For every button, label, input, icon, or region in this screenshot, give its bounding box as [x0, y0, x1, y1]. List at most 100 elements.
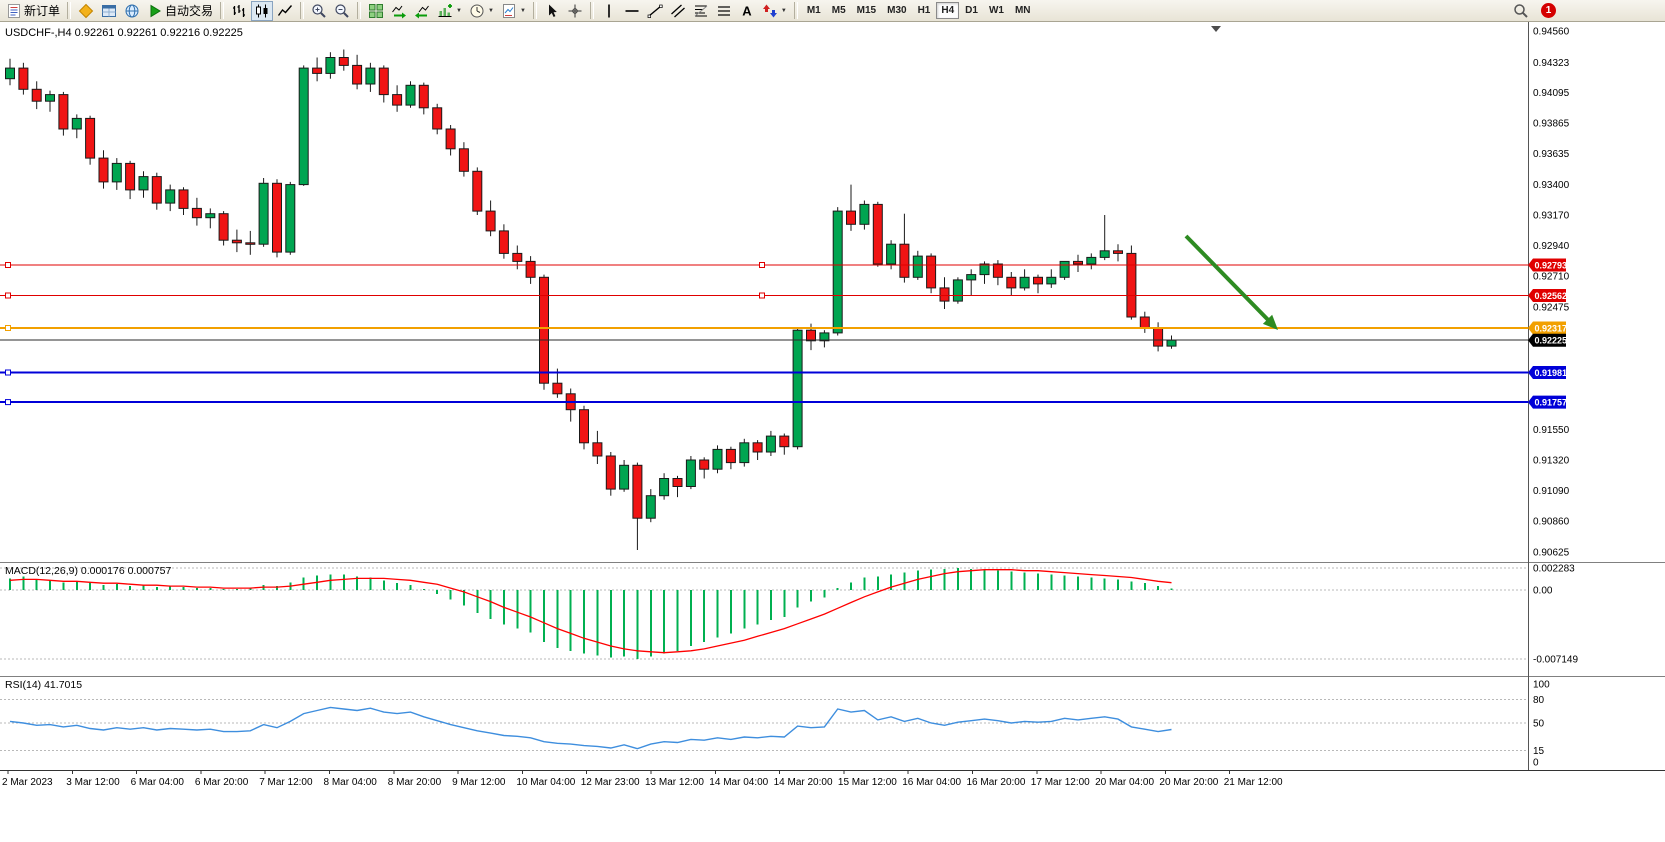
- cursor-button[interactable]: [541, 1, 563, 21]
- hline-handle[interactable]: [759, 292, 765, 299]
- svg-text:2 Mar 2023: 2 Mar 2023: [2, 777, 53, 788]
- terminal-icon: [102, 4, 117, 17]
- svg-text:0.94560: 0.94560: [1533, 27, 1570, 38]
- auto-trading-label: 自动交易: [165, 4, 214, 18]
- vertical-line-button[interactable]: [598, 1, 620, 21]
- hline-handle[interactable]: [5, 325, 11, 331]
- svg-text:16 Mar 20:00: 16 Mar 20:00: [967, 777, 1026, 788]
- svg-text:6 Mar 20:00: 6 Mar 20:00: [195, 777, 249, 788]
- dropdown-caret-icon: ▼: [519, 7, 526, 14]
- svg-text:0.91757: 0.91757: [1535, 398, 1568, 408]
- arrows-icon: [762, 4, 777, 17]
- macd-label: MACD(12,26,9) 0.000176 0.000757: [5, 565, 172, 577]
- svg-text:0.94095: 0.94095: [1533, 88, 1570, 99]
- search-button[interactable]: [1510, 1, 1532, 21]
- svg-text:A: A: [742, 3, 752, 18]
- chart-shift-marker[interactable]: [1211, 26, 1221, 32]
- new-order-button[interactable]: 新订单: [3, 1, 63, 21]
- candles: [5, 49, 1177, 550]
- terminal-button[interactable]: [98, 1, 120, 21]
- channel-button[interactable]: [667, 1, 689, 21]
- timeframe-m30[interactable]: M30: [882, 2, 911, 19]
- timeframe-h1[interactable]: H1: [913, 2, 936, 19]
- main-chart-panel[interactable]: 0.94560 0.94323 0.94095 0.93865 0.93635 0.934…: [0, 22, 1665, 562]
- templates-icon: [502, 3, 515, 18]
- metaeditor-button[interactable]: [75, 1, 97, 21]
- timeframe-mn[interactable]: MN: [1010, 2, 1036, 19]
- zoom-out-button[interactable]: [331, 1, 353, 21]
- svg-text:0.91550: 0.91550: [1533, 425, 1570, 436]
- zoom-in-button[interactable]: [308, 1, 330, 21]
- svg-text:8 Mar 20:00: 8 Mar 20:00: [388, 777, 442, 788]
- crosshair-button[interactable]: [564, 1, 586, 21]
- hline-handle[interactable]: [5, 369, 11, 376]
- hline-handle[interactable]: [5, 399, 11, 406]
- svg-text:14 Mar 04:00: 14 Mar 04:00: [709, 777, 768, 788]
- macd-signal-line: [9, 569, 1172, 654]
- periods-button[interactable]: ▼: [466, 1, 497, 21]
- line-chart-button[interactable]: [274, 1, 296, 21]
- price-tag-0.91981: [1528, 366, 1566, 379]
- svg-text:0.94323: 0.94323: [1533, 58, 1570, 69]
- search-icon: [1514, 3, 1528, 18]
- time-axis-panel[interactable]: 2 Mar 2023 3 Mar 12:00 6 Mar 04:00 6 Mar 20…: [0, 770, 1665, 842]
- trend-arrow[interactable]: [1184, 234, 1273, 325]
- macd-histogram: [9, 568, 1173, 659]
- bar-chart-button[interactable]: [228, 1, 250, 21]
- chart-shift-button[interactable]: [411, 1, 433, 21]
- svg-text:0.91320: 0.91320: [1533, 456, 1570, 467]
- channel-icon: [670, 4, 685, 17]
- auto-trading-button[interactable]: 自动交易: [144, 1, 216, 21]
- toolbar-separator: [67, 2, 72, 19]
- auto-scroll-button[interactable]: [388, 1, 410, 21]
- svg-text:0.92317: 0.92317: [1535, 324, 1568, 334]
- svg-text:0.92225: 0.92225: [1535, 336, 1568, 346]
- trendline-icon: [647, 4, 663, 18]
- rsi-panel[interactable]: 100 80 50 150 RSI(14) 41.7015: [0, 676, 1665, 770]
- hline-handle[interactable]: [759, 262, 765, 268]
- templates-button[interactable]: ▼: [498, 1, 529, 21]
- svg-text:0.92940: 0.92940: [1533, 241, 1570, 252]
- crosshair-icon: [568, 4, 582, 17]
- rsi-line: [9, 706, 1172, 750]
- text-button[interactable]: A: [736, 1, 758, 21]
- timeframe-m5[interactable]: M5: [827, 2, 851, 19]
- candlestick-icon: [256, 4, 268, 17]
- svg-text:0.93400: 0.93400: [1533, 180, 1570, 191]
- indicators-button[interactable]: ▼: [434, 1, 465, 21]
- svg-text:6 Mar 04:00: 6 Mar 04:00: [131, 777, 185, 788]
- candlestick-button[interactable]: [251, 0, 274, 21]
- auto-trading-play-icon: [150, 4, 161, 17]
- arrows-button[interactable]: ▼: [759, 1, 790, 21]
- timeframe-m15[interactable]: M15: [852, 2, 881, 19]
- hline-handle[interactable]: [5, 292, 11, 299]
- new-order-icon: [8, 3, 20, 18]
- timeframe-h4[interactable]: H4: [936, 2, 960, 19]
- new-order-label: 新订单: [24, 4, 61, 18]
- community-button[interactable]: [121, 1, 143, 21]
- time-axis-labels: 2 Mar 2023 3 Mar 12:00 6 Mar 04:00 6 Mar 20…: [2, 770, 1283, 788]
- dropdown-caret-icon: ▼: [456, 7, 462, 14]
- svg-text:0.91090: 0.91090: [1533, 486, 1570, 497]
- fibonacci-button[interactable]: [690, 1, 712, 21]
- tile-windows-icon: [369, 3, 384, 18]
- svg-text:12 Mar 23:00: 12 Mar 23:00: [581, 777, 640, 788]
- svg-text:20 Mar 04:00: 20 Mar 04:00: [1095, 777, 1154, 788]
- macd-panel[interactable]: 0.002283 0.00 -0.007149 MACD(12,26,9) 0.000…: [0, 562, 1665, 676]
- svg-text:17 Mar 12:00: 17 Mar 12:00: [1031, 777, 1090, 788]
- hline-handle[interactable]: [5, 262, 11, 268]
- trend-arrow-head: [1262, 314, 1278, 330]
- svg-text:20 Mar 20:00: 20 Mar 20:00: [1159, 777, 1218, 788]
- svg-text:100: 100: [1533, 680, 1550, 691]
- timeframe-w1[interactable]: W1: [984, 2, 1009, 19]
- toolbar-separator: [220, 2, 225, 19]
- levels-icon: [717, 5, 730, 16]
- notifications-badge[interactable]: 1: [1541, 3, 1556, 18]
- levels-button[interactable]: [713, 1, 735, 21]
- svg-text:21 Mar 12:00: 21 Mar 12:00: [1224, 777, 1283, 788]
- timeframe-d1[interactable]: D1: [960, 2, 983, 19]
- trendline-button[interactable]: [644, 1, 666, 21]
- tile-windows-button[interactable]: [365, 1, 387, 21]
- timeframe-m1[interactable]: M1: [802, 2, 826, 19]
- horizontal-line-button[interactable]: [621, 1, 643, 21]
